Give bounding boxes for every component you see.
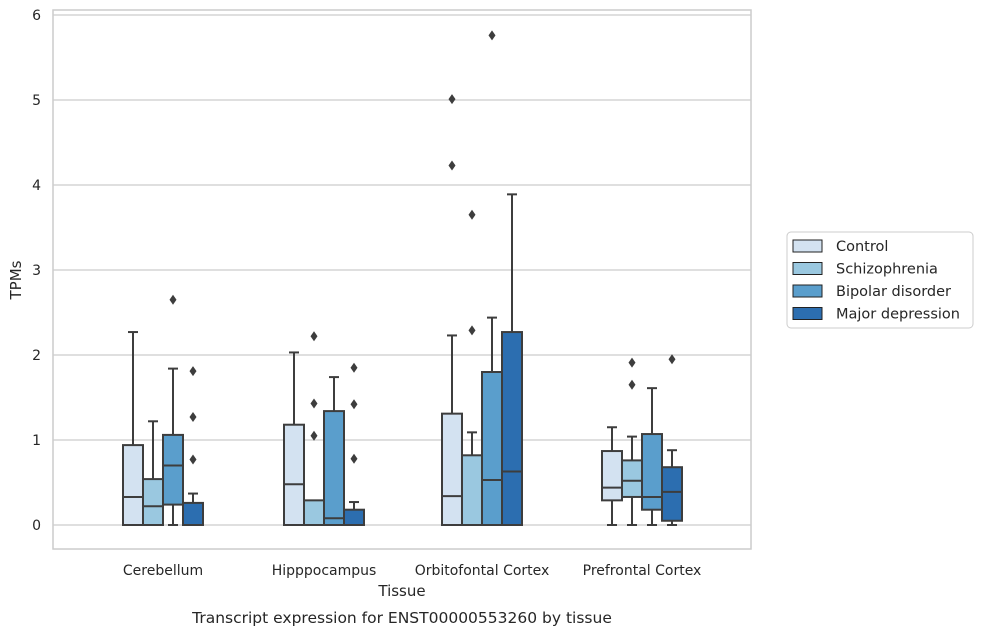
box-body (441, 412, 463, 526)
legend: Control Schizophrenia Bipolar disorder Majo… (786, 231, 974, 329)
box-body (142, 478, 164, 527)
chart-caption: Transcript expression for ENST0000055326… (191, 609, 612, 627)
box-body (182, 501, 204, 526)
box-major-depression (343, 362, 365, 527)
box-schizophrenia (142, 420, 164, 527)
outlier-point (448, 160, 456, 171)
outlier-point (350, 362, 358, 373)
x-axis-ticks: Cerebellum Hipppocampus Orbitofontal Corte… (123, 563, 701, 579)
box-major-depression (501, 193, 523, 526)
legend-swatch (792, 284, 823, 298)
box-major-depression (661, 354, 683, 526)
x-tick-label: Prefrontal Cortex (583, 563, 702, 579)
legend-swatch (792, 307, 823, 320)
box-major-depression (182, 366, 204, 526)
outlier-point (628, 379, 636, 390)
legend-frame (786, 231, 974, 329)
outlier-point (310, 331, 318, 342)
x-axis-label: Tissue (377, 582, 425, 600)
box-body (461, 454, 483, 526)
x-tick-label: Orbitofontal Cortex (415, 563, 550, 579)
legend-item-label: Major depression (836, 307, 960, 323)
box-bipolar-disorder (641, 387, 663, 526)
y-tick-label-2: 2 (32, 348, 41, 364)
box-body (162, 433, 184, 506)
box-body (481, 371, 503, 526)
box-body (661, 466, 683, 522)
outlier-point (310, 398, 318, 409)
x-tick-label: Hipppocampus (272, 563, 377, 579)
outlier-point (448, 94, 456, 105)
box-bipolar-disorder (481, 30, 503, 526)
outlier-point (468, 325, 476, 336)
box-body (601, 450, 623, 502)
outlier-point (628, 357, 636, 368)
y-axis-ticks: 0 1 2 3 4 5 6 (32, 8, 41, 534)
box-control (441, 94, 463, 526)
box-body (303, 499, 325, 527)
outlier-point (189, 454, 197, 465)
outlier-point (350, 399, 358, 410)
box-body (323, 410, 345, 527)
box-control (122, 331, 144, 527)
y-tick-label-4: 4 (32, 178, 41, 194)
y-axis-label: TPMs (7, 260, 25, 300)
box-body (501, 331, 523, 526)
box-body (621, 459, 643, 498)
legend-swatch (792, 262, 823, 275)
plot-frame (52, 9, 752, 550)
outlier-point (189, 366, 197, 377)
outlier-point (668, 354, 676, 365)
outlier-point (488, 30, 496, 41)
y-tick-label-6: 6 (32, 8, 41, 24)
box-schizophrenia (621, 357, 643, 526)
box-control (601, 426, 623, 526)
box-body (343, 508, 365, 527)
outlier-point (310, 430, 318, 441)
box-control (283, 351, 305, 527)
outlier-point (189, 412, 197, 423)
legend-item-label: Schizophrenia (836, 262, 938, 278)
outlier-point (169, 294, 177, 305)
y-tick-label-5: 5 (32, 93, 41, 109)
y-tick-label-1: 1 (32, 433, 41, 449)
box-body (641, 433, 663, 511)
outlier-point (468, 209, 476, 220)
box-bipolar-disorder (162, 294, 184, 526)
legend-swatch (792, 239, 823, 253)
box-bipolar-disorder (323, 376, 345, 527)
box-schizophrenia (303, 331, 325, 527)
x-tick-label: Cerebellum (123, 563, 203, 579)
box-body (122, 444, 144, 527)
y-tick-label-0: 0 (32, 518, 41, 534)
y-tick-label-3: 3 (32, 263, 41, 279)
legend-item-label: Control (836, 239, 888, 255)
box-plot-marks (122, 30, 683, 527)
box-schizophrenia (461, 209, 483, 526)
legend-item-label: Bipolar disorder (836, 284, 951, 300)
box-body (283, 423, 305, 527)
outlier-point (350, 453, 358, 464)
